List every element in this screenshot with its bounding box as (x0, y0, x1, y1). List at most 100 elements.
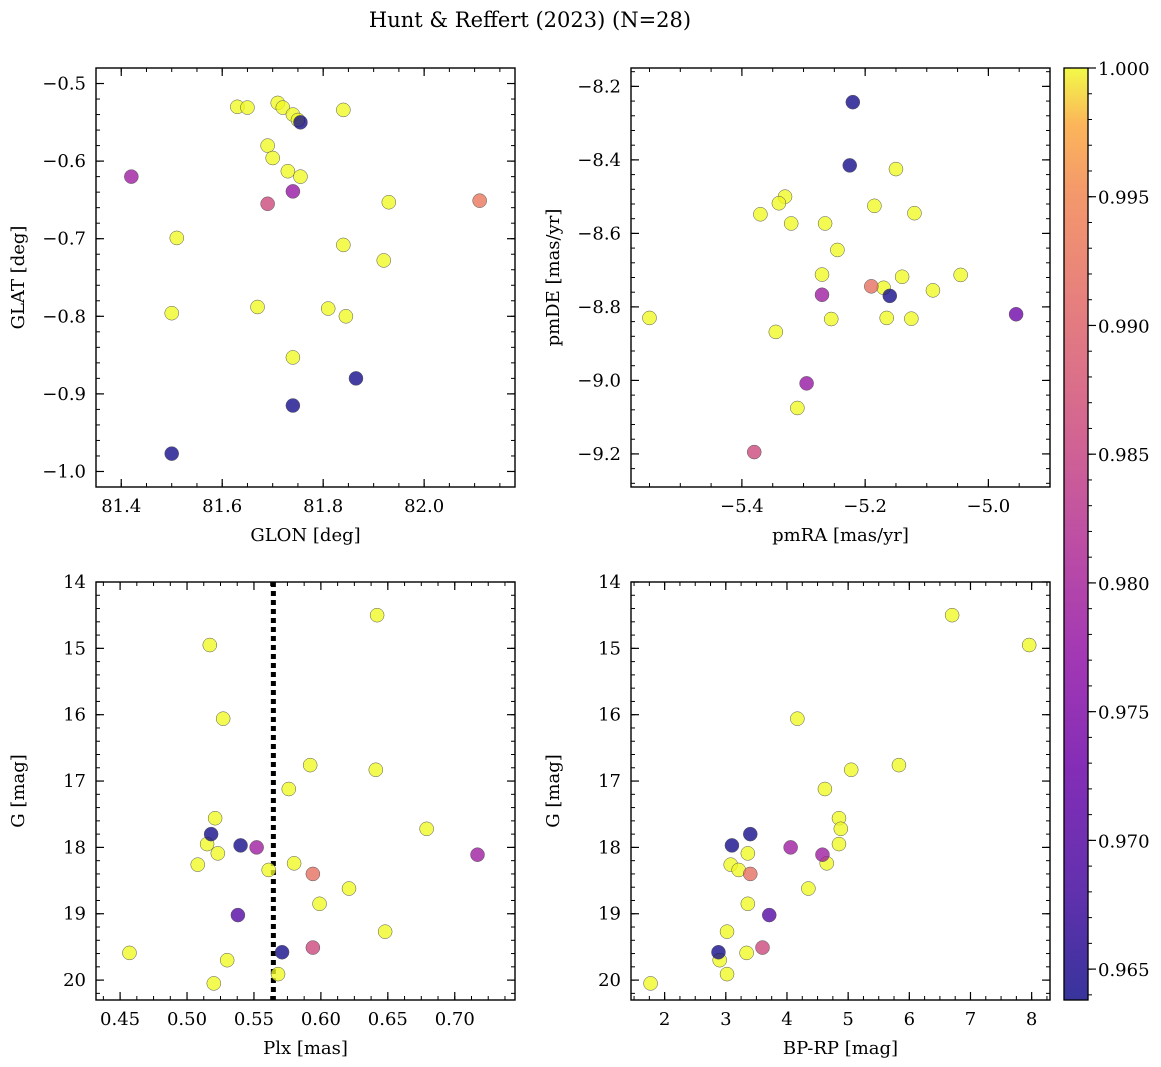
data-point (293, 115, 308, 130)
data-point (830, 242, 845, 258)
data-point (768, 324, 784, 340)
y-tick-label: −1.0 (42, 461, 86, 482)
panel-glon-glat: 81.4 81.6 81.8 82.0 −0.5 −0.6 −0.7 −0.8 −0.9 −1.0… (8, 67, 516, 546)
data-point (719, 924, 735, 939)
data-point (377, 924, 393, 939)
y-tick-label: 15 (63, 638, 86, 659)
data-point (783, 216, 799, 231)
data-point (203, 826, 219, 842)
data-point (719, 966, 735, 982)
data-point (743, 826, 758, 842)
data-point (270, 966, 286, 982)
y-tick-label: 16 (63, 705, 86, 726)
x-tick-label: 0.70 (435, 1009, 475, 1030)
data-point (815, 847, 830, 862)
data-point (904, 311, 919, 326)
y-tick-label: −0.7 (42, 229, 86, 250)
y-tick-label: −0.8 (42, 306, 86, 327)
x-axis-label: GLON [deg] (250, 525, 360, 546)
data-point (882, 288, 898, 304)
y-tick-label: 16 (598, 705, 621, 726)
data-point (286, 856, 302, 871)
data-point (260, 196, 275, 212)
axes-frame (630, 581, 1051, 1001)
data-point (280, 163, 296, 179)
data-point (790, 711, 805, 726)
y-tick-label: 17 (598, 771, 621, 792)
data-point (419, 821, 434, 837)
y-tick-label: 19 (63, 904, 86, 925)
data-point (169, 230, 185, 246)
y-tick-label: 18 (63, 837, 86, 858)
data-point (743, 866, 758, 882)
data-point (305, 940, 321, 955)
x-axis-label: Plx [mas] (263, 1038, 348, 1059)
data-point (122, 945, 137, 961)
x-tick-label: 0.60 (301, 1009, 341, 1030)
data-point (739, 945, 754, 961)
data-point (249, 840, 264, 855)
data-point (790, 400, 805, 416)
data-point (164, 446, 179, 461)
colorbar-tick-label: 0.985 (1098, 445, 1150, 466)
data-point (864, 279, 879, 294)
y-tick-label: −9.2 (577, 444, 621, 465)
data-point (755, 940, 770, 955)
x-tick-label: 81.4 (101, 496, 141, 517)
data-point (801, 881, 816, 896)
axes-frame (95, 581, 516, 1001)
colorbar-gradient (1063, 67, 1089, 1001)
y-tick-label: −9.0 (577, 370, 621, 391)
data-point (230, 907, 246, 923)
data-point (799, 376, 814, 391)
data-point (740, 896, 756, 912)
data-point (891, 757, 907, 773)
x-tick-label: 82.0 (404, 496, 444, 517)
colorbar-tick-label: 0.990 (1098, 316, 1150, 337)
y-axis-label: pmDE [mas/yr] (543, 209, 564, 347)
axes-frame (95, 67, 516, 488)
data-point (381, 194, 397, 210)
data-point (341, 881, 357, 896)
data-point (265, 150, 280, 166)
data-point (164, 305, 179, 321)
data-point (746, 444, 762, 460)
data-point (302, 757, 318, 773)
data-point (753, 207, 768, 222)
x-tick-label: 6 (904, 1009, 915, 1030)
data-point (724, 838, 740, 853)
x-tick-label: −5.0 (967, 496, 1011, 517)
data-point (879, 310, 894, 326)
colorbar-tick-label: 0.975 (1098, 703, 1150, 724)
data-point (833, 821, 849, 837)
data-point (320, 301, 336, 316)
data-point (771, 196, 787, 211)
data-point (814, 287, 830, 303)
data-point (824, 311, 839, 327)
panel-bprp-g: 2 3 4 5 6 7 8 14 15 16 17 18 19 20 BP-RP [mag] G [mag] (543, 572, 1051, 1059)
y-tick-label: 20 (598, 970, 621, 991)
y-tick-label: 18 (598, 837, 621, 858)
colorbar: 0.965 0.970 0.975 0.980 0.985 0.990 0.995 1.000 (1063, 59, 1150, 1001)
x-tick-label: −5.4 (720, 496, 764, 517)
data-point (124, 169, 139, 184)
panel-pmra-pmde: −5.4 −5.2 −5.0 −8.2 −8.4 −8.6 −8.8 −9.0 −9.2 pmRA… (543, 67, 1051, 546)
x-tick-label: 7 (965, 1009, 976, 1030)
x-tick-label: 5 (842, 1009, 853, 1030)
colorbar-tick-label: 0.980 (1098, 574, 1150, 595)
data-point (281, 781, 297, 797)
y-tick-label: −8.6 (577, 223, 621, 244)
data-point (740, 846, 756, 861)
data-point (888, 161, 904, 177)
figure-title: Hunt & Reffert (2023) (N=28) (369, 8, 691, 32)
data-point (336, 102, 351, 118)
data-point (831, 836, 847, 852)
data-point (215, 711, 231, 726)
data-point (190, 857, 205, 872)
data-point (261, 862, 276, 878)
data-point (643, 976, 658, 991)
data-point (274, 944, 290, 960)
data-point (260, 138, 275, 153)
data-point (206, 976, 222, 991)
